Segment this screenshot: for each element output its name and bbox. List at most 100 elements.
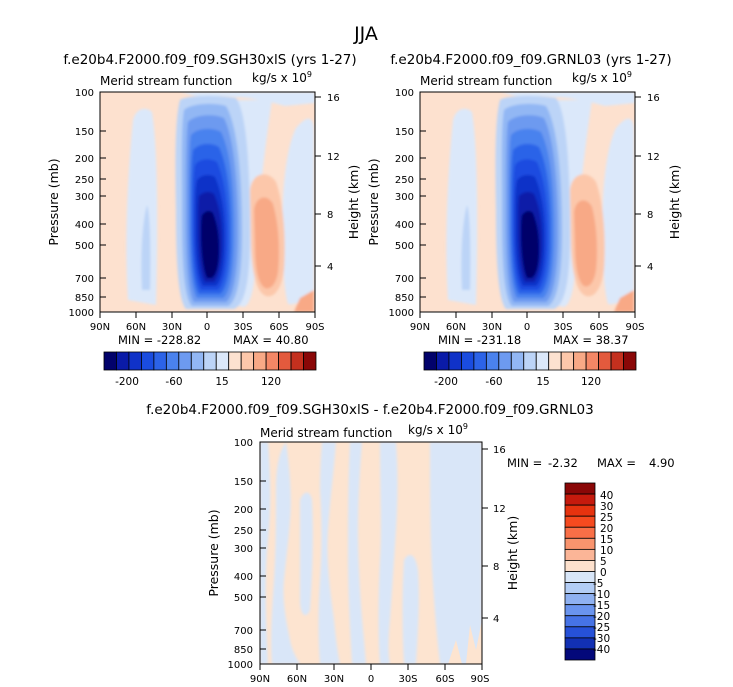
panel-3-xtick: 60N (287, 674, 307, 685)
panel-3-ytick: 850 (234, 645, 253, 656)
panel-2-height-tick: 8 (647, 210, 653, 221)
panel-2-field (420, 92, 635, 312)
panel-1-colorbar (103, 351, 317, 371)
panel-3-min-value: -2.32 (548, 456, 578, 470)
panel-3-xtick: 30N (324, 674, 344, 685)
panel-3-cbar-label: -30 (593, 633, 610, 645)
panel-1-ytick: 1000 (69, 308, 94, 319)
panel-1-height-tick: 4 (327, 262, 333, 273)
panel-2-height-tick: 12 (647, 152, 660, 163)
panel-3-max-label: MAX = (597, 456, 636, 470)
panel-1-ytick: 250 (75, 175, 94, 186)
panel-2-colorbar (423, 351, 637, 371)
panel-3-cbar-label: -20 (593, 611, 610, 623)
colorbar-swatch (585, 351, 599, 371)
panel-3-cbar-label: 20 (600, 523, 613, 535)
colorbar-swatch (461, 351, 475, 371)
panel-3-colorbar (564, 482, 596, 661)
panel-3-xtick: 90S (470, 674, 489, 685)
panel-1-max: MAX = 40.80 (233, 333, 309, 347)
colorbar-swatch (610, 351, 624, 371)
panel-1-cbar-label: -200 (115, 376, 139, 388)
panel-1-height-tick: 12 (327, 152, 340, 163)
colorbar-swatch (573, 351, 587, 371)
panel-3-ytick: 500 (234, 593, 253, 604)
panel-3-ytick: 400 (234, 572, 253, 583)
panel-2-ytick: 400 (395, 220, 414, 231)
panel-2-ytick: 1000 (389, 308, 414, 319)
panel-1-ylabel: Pressure (mb) (46, 158, 61, 245)
panel-3-ytick: 250 (234, 526, 253, 537)
panel-2-xtick: 90S (625, 322, 644, 333)
colorbar-swatch (564, 637, 596, 650)
panel-3-cbar-label: 30 (600, 501, 613, 513)
panel-1-ylabel-right: Height (km) (346, 165, 361, 239)
panel-3-field (260, 442, 482, 664)
panel-2-height-tick: 4 (647, 262, 653, 273)
panel-3-ytick: 700 (234, 626, 253, 637)
colorbar-swatch (564, 482, 596, 495)
panel-1-xtick: 90N (90, 322, 110, 333)
panel-2-ytick: 150 (395, 127, 414, 138)
panel-1-ytick: 400 (75, 220, 94, 231)
colorbar-swatch (290, 351, 304, 371)
panel-3-ytick: 150 (234, 477, 253, 488)
colorbar-swatch (564, 515, 596, 528)
panel-2-ytick: 700 (395, 274, 414, 285)
panel-2-units: kg/s x 109 (572, 70, 632, 85)
panel-2-xtick: 90N (410, 322, 430, 333)
colorbar-swatch (564, 593, 596, 606)
panel-3-cbar-label: -10 (593, 589, 610, 601)
colorbar-swatch (203, 351, 217, 371)
colorbar-swatch (498, 351, 512, 371)
panel-1-ytick: 500 (75, 241, 94, 252)
panel-1-units: kg/s x 109 (252, 70, 312, 85)
colorbar-swatch (153, 351, 167, 371)
panel-3-title: f.e20b4.F2000.f09_f09.SGH30xlS - f.e20b4… (146, 402, 593, 418)
panel-2-cbar-label: 120 (581, 376, 601, 388)
colorbar-swatch (564, 537, 596, 550)
colorbar-swatch (253, 351, 267, 371)
panel-3-cbar-label: 10 (600, 545, 613, 557)
panel-2-ytick: 100 (395, 88, 414, 99)
panel-1-xtick: 60N (126, 322, 146, 333)
panel-2-ylabel-right: Height (km) (667, 165, 682, 239)
panel-3-cbar-label: 25 (600, 512, 613, 524)
panel-1-cbar-label: 120 (261, 376, 281, 388)
panel-3-ylabel-right: Height (km) (505, 516, 520, 590)
panel-1-xtick: 0 (204, 322, 210, 333)
panel-1-y-ticks (99, 91, 321, 318)
panel-3-cbar-label: 5 (600, 556, 607, 568)
colorbar-swatch (141, 351, 155, 371)
panel-1-xtick: 30N (162, 322, 182, 333)
panel-2-min: MIN = -231.18 (438, 333, 521, 347)
panel-3-height-tick: 4 (493, 614, 499, 625)
panel-2-ytick: 300 (395, 192, 414, 203)
colorbar-swatch (240, 351, 255, 371)
panel-3-max-value: 4.90 (649, 456, 675, 470)
panel-2-title: f.e20b4.F2000.f09_f09.GRNL03 (yrs 1-27) (390, 52, 671, 68)
panel-2-subtitle: Merid stream function (420, 74, 552, 88)
panel-2-xtick: 60S (589, 322, 608, 333)
colorbar-swatch (448, 351, 462, 371)
panel-1-cbar-label: -60 (165, 376, 182, 388)
panel-1-height-tick: 16 (327, 93, 340, 104)
panel-2-ylabel: Pressure (mb) (366, 158, 381, 245)
panel-1-min: MIN = -228.82 (118, 333, 201, 347)
colorbar-swatch (436, 351, 450, 371)
colorbar-swatch (564, 582, 596, 595)
panel-2-ytick: 850 (395, 293, 414, 304)
panel-3-height-tick: 8 (493, 562, 499, 573)
panel-3-xtick: 30S (398, 674, 417, 685)
panel-2-ytick: 250 (395, 175, 414, 186)
panel-3-xtick: 90N (250, 674, 270, 685)
panel-3-cbar-label: -15 (593, 600, 610, 612)
colorbar-swatch (510, 351, 525, 371)
colorbar-swatch (423, 351, 437, 371)
colorbar-swatch (564, 604, 596, 617)
colorbar-swatch (548, 351, 562, 371)
colorbar-swatch (215, 351, 230, 371)
colorbar-swatch (564, 504, 596, 517)
colorbar-swatch (564, 648, 596, 661)
panel-2-xtick: 60N (446, 322, 466, 333)
